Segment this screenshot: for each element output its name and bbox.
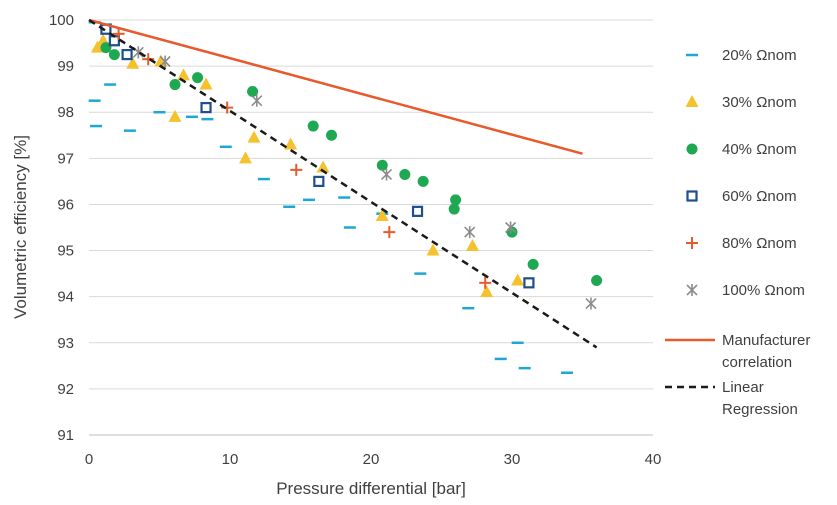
x-tick-label: 10 bbox=[222, 451, 239, 468]
data-point-40-nom bbox=[399, 168, 411, 180]
data-point-40-nom bbox=[326, 129, 338, 141]
data-point-80-nom bbox=[383, 226, 396, 239]
data-point-40-nom bbox=[192, 72, 204, 84]
legend-marker-4 bbox=[686, 190, 698, 202]
data-point-40-nom bbox=[100, 42, 112, 54]
data-point-30-nom bbox=[176, 68, 190, 81]
data-point-30-nom bbox=[316, 160, 330, 173]
data-point-40-nom bbox=[108, 49, 120, 61]
legend-label: 60% Ωnom bbox=[722, 188, 797, 205]
data-point-100-nom bbox=[585, 297, 597, 310]
x-tick-label: 0 bbox=[85, 451, 93, 468]
y-tick-label: 93 bbox=[57, 335, 74, 352]
data-point-40-nom bbox=[417, 175, 429, 187]
data-point-30-nom bbox=[126, 56, 140, 69]
y-tick-label: 95 bbox=[57, 243, 74, 260]
legend-marker-3 bbox=[686, 143, 698, 155]
data-point-80-nom bbox=[479, 276, 492, 289]
x-axis-title: Pressure differential [bar] bbox=[276, 479, 466, 498]
y-tick-label: 94 bbox=[57, 289, 74, 306]
legend-label: 30% Ωnom bbox=[722, 94, 797, 111]
data-point-30-nom bbox=[466, 238, 480, 251]
x-tick-label: 40 bbox=[645, 451, 662, 468]
x-tick-label: 30 bbox=[504, 451, 521, 468]
axis-layer: 91 92 93 94 95 96 97 98 99 100 0 10 20 30 40 bbox=[49, 12, 661, 468]
data-point-40-nom bbox=[247, 85, 259, 97]
data-point-40-nom bbox=[591, 275, 603, 287]
data-point-60-nom bbox=[523, 277, 535, 289]
data-point-100-nom bbox=[251, 94, 263, 107]
data-point-60-nom bbox=[200, 102, 212, 114]
data-point-30-nom bbox=[199, 77, 213, 90]
y-tick-label: 97 bbox=[57, 150, 74, 167]
data-point-30-nom bbox=[284, 137, 298, 150]
y-tick-label: 99 bbox=[57, 58, 74, 75]
x-tick-label: 20 bbox=[363, 451, 380, 468]
data-point-30-nom bbox=[426, 243, 440, 256]
legend-marker-6 bbox=[686, 284, 698, 296]
legend-label: Manufacturer bbox=[722, 332, 810, 349]
legend-marker-2 bbox=[685, 95, 699, 107]
legend-label: 40% Ωnom bbox=[722, 141, 797, 158]
data-point-40-nom bbox=[169, 79, 181, 91]
legend-marker-5 bbox=[686, 237, 698, 249]
legend-label: Linear bbox=[722, 379, 764, 396]
data-point-100-nom bbox=[159, 55, 171, 68]
y-axis-title: Volumetric efficiency [%] bbox=[11, 135, 30, 319]
y-tick-label: 98 bbox=[57, 104, 74, 121]
data-point-40-nom bbox=[527, 258, 539, 270]
data-point-100-nom bbox=[505, 221, 517, 234]
data-point-60-nom bbox=[313, 175, 325, 187]
data-point-100-nom bbox=[380, 168, 393, 181]
grid-layer bbox=[89, 19, 653, 436]
data-point-100-nom bbox=[464, 226, 476, 239]
data-point-80-nom bbox=[142, 53, 155, 66]
data-point-60-nom bbox=[411, 205, 424, 217]
legend-label: 100% Ωnom bbox=[722, 282, 805, 299]
legend-label: 80% Ωnom bbox=[722, 235, 797, 252]
legend-layer: 20% Ωnom 30% Ωnom 40% Ωnom 60% Ωnom 80% Ωnom… bbox=[665, 47, 810, 418]
data-point-30-nom bbox=[168, 109, 182, 122]
data-point-30-nom bbox=[480, 285, 494, 298]
data-point-30-nom bbox=[375, 208, 389, 221]
y-tick-label: 100 bbox=[49, 12, 74, 29]
data-point-30-nom bbox=[247, 130, 261, 143]
data-point-40-nom bbox=[448, 203, 460, 215]
legend-label: Regression bbox=[722, 401, 798, 418]
data-point-40-nom bbox=[376, 159, 388, 171]
data-point-40-nom bbox=[307, 120, 319, 132]
data-point-80-nom bbox=[290, 163, 303, 176]
data-point-30-nom bbox=[239, 151, 253, 164]
data-point-30-nom bbox=[90, 40, 104, 53]
data-point-60-nom bbox=[121, 48, 133, 61]
data-point-40-nom bbox=[450, 194, 462, 206]
series-line-linear-regression bbox=[88, 18, 598, 349]
data-point-100-nom bbox=[132, 46, 144, 59]
data-point-30-nom bbox=[511, 273, 525, 286]
y-tick-label: 92 bbox=[57, 381, 74, 398]
legend-label: 20% Ωnom bbox=[722, 47, 797, 64]
legend-label: correlation bbox=[722, 354, 792, 371]
series-line-manufacturer-correlation bbox=[88, 18, 583, 155]
series-layer bbox=[88, 18, 603, 374]
y-tick-label: 91 bbox=[57, 427, 74, 444]
y-tick-label: 96 bbox=[57, 196, 74, 213]
data-point-80-nom bbox=[112, 27, 125, 40]
